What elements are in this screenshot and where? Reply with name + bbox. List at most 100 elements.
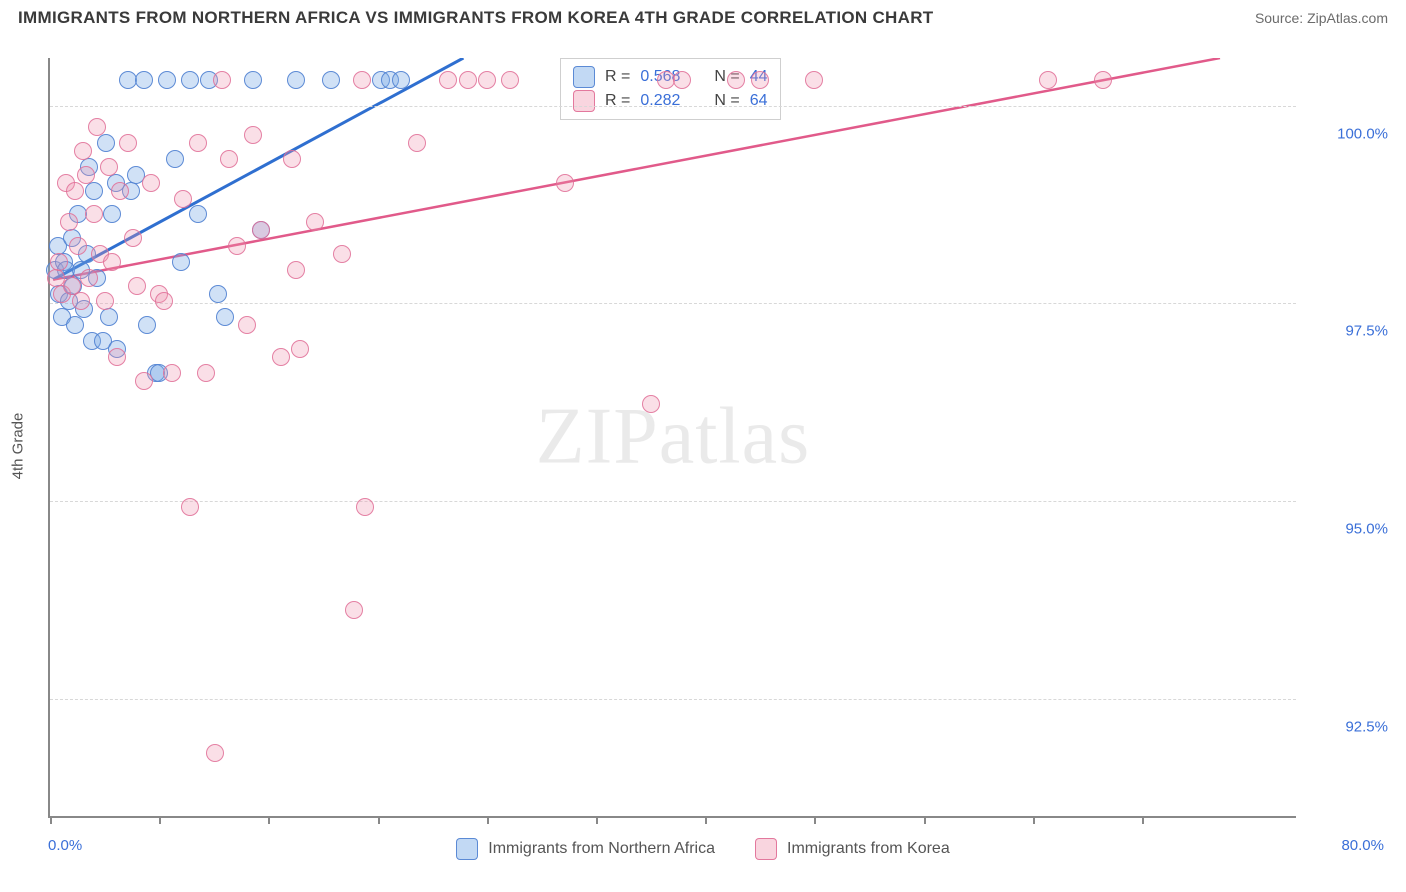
legend-label: Immigrants from Korea xyxy=(787,840,950,858)
data-point xyxy=(189,205,207,223)
data-point xyxy=(138,316,156,334)
data-point xyxy=(216,308,234,326)
y-tick-label: 97.5% xyxy=(1345,323,1388,340)
x-tick xyxy=(268,816,270,824)
data-point xyxy=(751,71,769,89)
data-point xyxy=(287,261,305,279)
data-point xyxy=(135,71,153,89)
data-point xyxy=(100,158,118,176)
data-point xyxy=(72,292,90,310)
legend-r-label: R = xyxy=(605,65,630,89)
data-point xyxy=(556,174,574,192)
data-point xyxy=(459,71,477,89)
data-point xyxy=(166,150,184,168)
data-point xyxy=(642,395,660,413)
gridline xyxy=(50,106,1296,107)
legend-r-value: 0.282 xyxy=(640,89,680,113)
data-point xyxy=(1094,71,1112,89)
data-point xyxy=(172,253,190,271)
data-point xyxy=(111,182,129,200)
data-point xyxy=(103,205,121,223)
data-point xyxy=(181,71,199,89)
legend-swatch xyxy=(573,66,595,88)
data-point xyxy=(244,126,262,144)
data-point xyxy=(155,292,173,310)
watermark-bold: ZIP xyxy=(536,393,659,481)
data-point xyxy=(100,308,118,326)
data-point xyxy=(322,71,340,89)
data-point xyxy=(1039,71,1057,89)
data-point xyxy=(209,285,227,303)
data-point xyxy=(85,182,103,200)
data-point xyxy=(85,205,103,223)
data-point xyxy=(128,277,146,295)
data-point xyxy=(96,292,114,310)
data-point xyxy=(345,601,363,619)
data-point xyxy=(74,142,92,160)
x-tick xyxy=(378,816,380,824)
x-tick xyxy=(1033,816,1035,824)
legend-label: Immigrants from Northern Africa xyxy=(488,840,715,858)
data-point xyxy=(135,372,153,390)
data-point xyxy=(163,364,181,382)
data-point xyxy=(197,364,215,382)
data-point xyxy=(103,253,121,271)
legend-n-label: N = xyxy=(714,89,739,113)
data-point xyxy=(88,118,106,136)
data-point xyxy=(306,213,324,231)
x-tick xyxy=(596,816,598,824)
data-point xyxy=(283,150,301,168)
x-tick xyxy=(814,816,816,824)
data-point xyxy=(478,71,496,89)
data-point xyxy=(805,71,823,89)
data-point xyxy=(142,174,160,192)
data-point xyxy=(77,166,95,184)
data-point xyxy=(287,71,305,89)
series-legend: Immigrants from Northern Africa Immigrant… xyxy=(0,838,1406,860)
gridline xyxy=(50,501,1296,502)
data-point xyxy=(213,71,231,89)
data-point xyxy=(97,134,115,152)
x-tick xyxy=(159,816,161,824)
watermark-thin: atlas xyxy=(659,393,811,481)
data-point xyxy=(66,316,84,334)
data-point xyxy=(408,134,426,152)
data-point xyxy=(356,498,374,516)
data-point xyxy=(228,237,246,255)
data-point xyxy=(174,190,192,208)
legend-swatch xyxy=(573,90,595,112)
legend-row: R = 0.282 N = 64 xyxy=(573,89,768,113)
y-tick-label: 100.0% xyxy=(1337,125,1388,142)
data-point xyxy=(392,71,410,89)
chart-title: IMMIGRANTS FROM NORTHERN AFRICA VS IMMIG… xyxy=(18,8,933,28)
data-point xyxy=(69,237,87,255)
data-point xyxy=(501,71,519,89)
data-point xyxy=(673,71,691,89)
y-tick-label: 92.5% xyxy=(1345,719,1388,736)
x-tick xyxy=(487,816,489,824)
legend-r-label: R = xyxy=(605,89,630,113)
data-point xyxy=(252,221,270,239)
y-axis-title: 4th Grade xyxy=(10,413,27,480)
legend-item: Immigrants from Northern Africa xyxy=(456,838,715,860)
x-tick xyxy=(50,816,52,824)
data-point xyxy=(60,213,78,231)
legend-swatch xyxy=(755,838,777,860)
data-point xyxy=(727,71,745,89)
legend-n-value: 64 xyxy=(750,89,768,113)
legend-item: Immigrants from Korea xyxy=(755,838,950,860)
data-point xyxy=(439,71,457,89)
y-tick-label: 95.0% xyxy=(1345,521,1388,538)
data-point xyxy=(238,316,256,334)
data-point xyxy=(50,253,68,271)
data-point xyxy=(108,348,126,366)
data-point xyxy=(244,71,262,89)
trend-lines xyxy=(50,58,1298,818)
data-point xyxy=(119,134,137,152)
data-point xyxy=(80,269,98,287)
data-point xyxy=(189,134,207,152)
watermark: ZIPatlas xyxy=(536,392,811,483)
title-bar: IMMIGRANTS FROM NORTHERN AFRICA VS IMMIG… xyxy=(0,0,1406,34)
data-point xyxy=(206,744,224,762)
data-point xyxy=(272,348,290,366)
